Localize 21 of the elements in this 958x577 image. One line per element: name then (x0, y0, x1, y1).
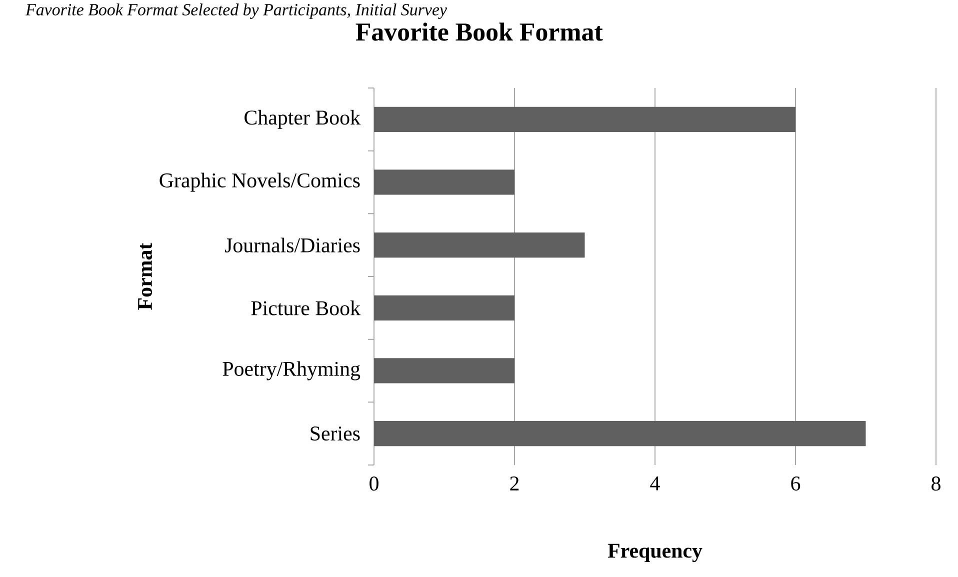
bar (374, 106, 796, 132)
y-tick-label: Poetry/Rhyming (222, 361, 360, 380)
bar (374, 421, 866, 446)
x-tick-label: 4 (650, 476, 660, 490)
chart-title: Favorite Book Format (356, 22, 603, 41)
bar (374, 358, 515, 384)
x-tick-label: 8 (932, 476, 940, 491)
y-tick-label: Chapter Book (244, 110, 361, 129)
y-tick-label: Series (310, 426, 360, 441)
x-tick-label: 0 (370, 476, 378, 491)
bar (374, 295, 515, 320)
x-tick-label: 6 (791, 476, 800, 491)
x-axis-title: Frequency (608, 544, 702, 562)
y-tick-label: Graphic Novels/Comics (160, 172, 360, 192)
y-tick-label: Journals/Diaries (224, 238, 360, 252)
y-tick-label: Picture Book (251, 300, 361, 316)
text: Favorite Book Format Selected by Participants, Initial Survey (25, 4, 448, 19)
x-tick-label: 2 (510, 476, 519, 490)
bar (374, 232, 585, 258)
y-axis-title: Format (138, 242, 152, 310)
bar (374, 170, 515, 195)
